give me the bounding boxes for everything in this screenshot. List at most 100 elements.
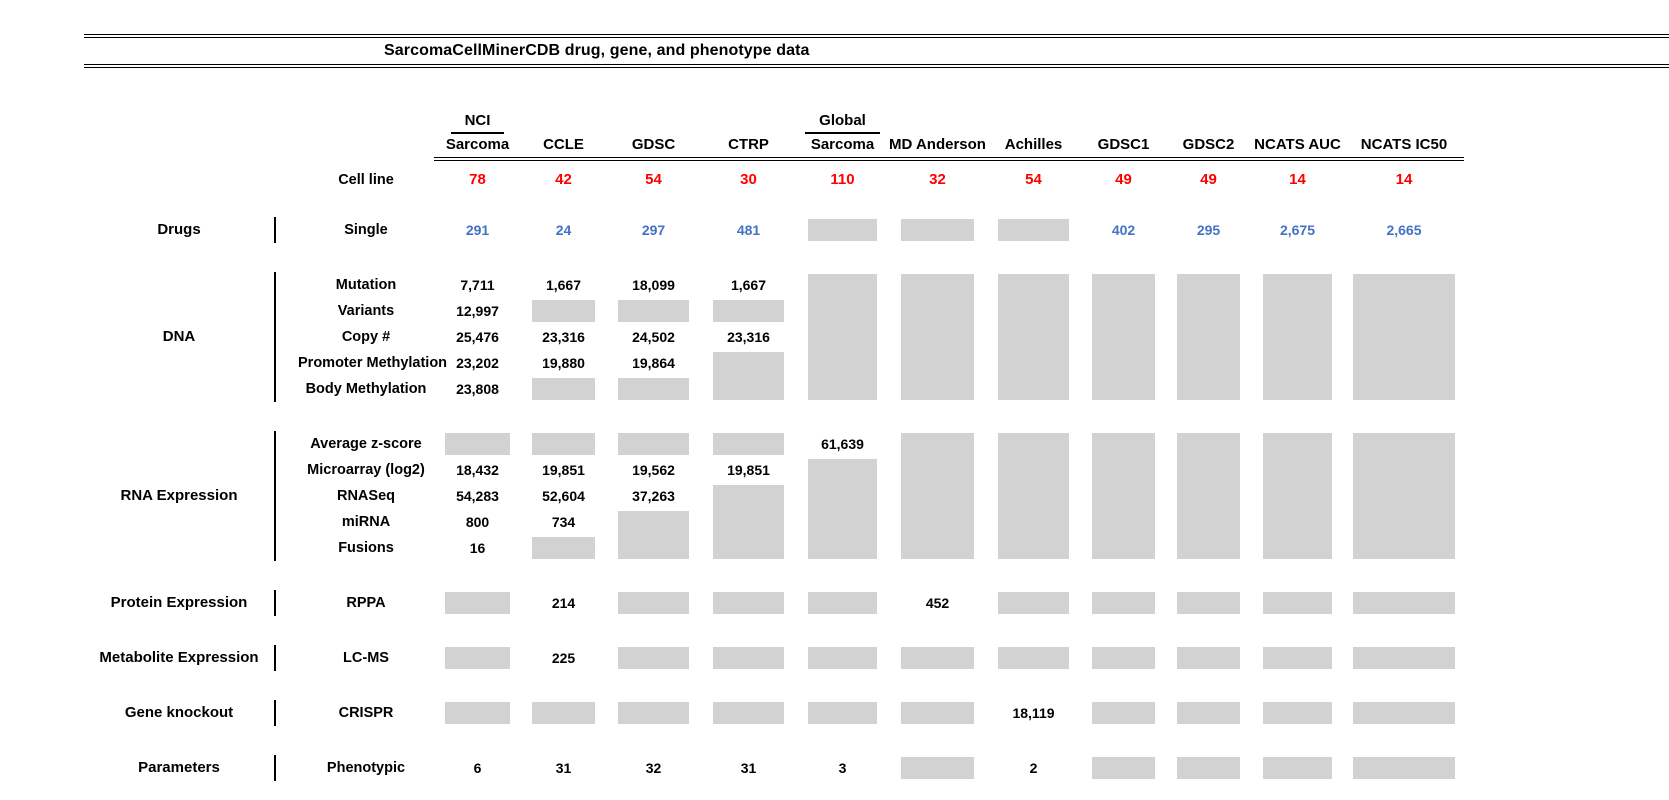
no-data-block-gdsc (617, 299, 690, 322)
column-header-label: CTRP (728, 135, 769, 153)
header-double-rule (434, 156, 1464, 161)
category-label-gene-knockout: Gene knockout (124, 704, 234, 721)
no-data-block-ncats-auc (1262, 646, 1333, 669)
no-data-block-ncats-ic50 (1353, 756, 1455, 779)
column-header-label: Achilles (1004, 135, 1063, 153)
section-rna-expression: RNA Expression Average z-score 61,639 Micro… (84, 430, 1624, 561)
value-cell-ctrp: 1,667 (730, 276, 767, 293)
value-cell-gdsc: 18,099 (632, 276, 675, 293)
cell-line-count-md-anderson: 32 (929, 171, 946, 188)
cell-line-count-gdsc: 54 (645, 171, 662, 188)
value-cell-sarcoma: 23,202 (456, 354, 499, 371)
cell-line-count-gdsc2: 49 (1200, 171, 1217, 188)
category-separator-bar (274, 644, 276, 671)
value-cell-sarcoma: 3 (838, 759, 847, 776)
no-data-block-ncats-auc (1262, 701, 1333, 724)
column-header-ncats-auc: NCATS AUC (1251, 136, 1344, 157)
value-cell-sarcoma: 54,283 (456, 487, 499, 504)
figure-title: SarcomaCellMinerCDB drug, gene, and phen… (84, 34, 1669, 68)
cell-line-count-sarcoma: 110 (830, 171, 855, 188)
value-cell-ccle: 19,851 (542, 461, 585, 478)
no-data-block-md-anderson (901, 646, 974, 669)
no-data-block-ctrp (712, 591, 785, 614)
cell-line-count-ctrp: 30 (740, 171, 757, 188)
no-data-block-md-anderson (901, 218, 974, 241)
no-data-block-ncats-auc (1262, 756, 1333, 779)
column-header-label: NCATS IC50 (1360, 135, 1448, 153)
column-header-label: MD Anderson (889, 135, 986, 153)
value-cell-gdsc: 37,263 (632, 487, 675, 504)
column-header-row: NCI Sarcoma CCLE GDSC CTRP Global Sarcoma MD An… (84, 112, 1624, 161)
value-cell-sarcoma: 7,711 (460, 276, 495, 293)
value-cell-gdsc: 297 (641, 221, 666, 238)
category-separator-bar (274, 271, 276, 402)
column-header-global-sarcoma: Global Sarcoma (796, 112, 889, 157)
value-cell-sarcoma: 16 (469, 539, 486, 556)
value-cell-gdsc: 24,502 (632, 328, 675, 345)
no-data-block-gdsc1 (1091, 646, 1156, 669)
section-dna: DNA Mutation 7,711 1,667 18,099 1,667 Variants… (84, 271, 1624, 402)
category-separator-bar (274, 430, 276, 561)
category-label-protein-expression: Protein Expression (110, 594, 248, 611)
row-label-mirna: miRNA (341, 513, 391, 530)
value-cell-gdsc: 19,864 (632, 354, 675, 371)
category-label-metabolite-expression: Metabolite Expression (99, 649, 259, 666)
no-data-block-md-anderson (901, 432, 974, 559)
no-data-block-sarcoma (444, 701, 511, 724)
value-cell-sarcoma: 800 (465, 513, 490, 530)
section-gene-knockout: Gene knockout CRISPR 18,119 (84, 699, 1624, 726)
no-data-block-ncats-auc (1262, 432, 1333, 559)
no-data-block-md-anderson (901, 701, 974, 724)
column-header-achilles: Achilles (986, 136, 1081, 157)
no-data-block-ccle (531, 299, 596, 322)
row-label-microarray-log2-: Microarray (log2) (307, 461, 425, 478)
no-data-block-sarcoma (444, 591, 511, 614)
no-data-block-ncats-auc (1262, 591, 1333, 614)
no-data-block-gdsc2 (1176, 646, 1241, 669)
no-data-block-gdsc2 (1176, 591, 1241, 614)
column-header-label: GDSC (631, 135, 676, 153)
no-data-block-ncats-ic50 (1353, 701, 1455, 724)
value-cell-ccle: 24 (555, 221, 572, 238)
value-cell-ccle: 23,316 (542, 328, 585, 345)
section-parameters: Parameters Phenotypic 6 31 32 31 3 2 (84, 754, 1624, 781)
cell-line-count-ncats-ic50: 14 (1395, 171, 1413, 188)
column-header-gdsc1: GDSC1 (1081, 136, 1166, 157)
cell-line-count-ccle: 42 (555, 171, 572, 188)
data-sections: Drugs Single 291 24 297 481 402 295 2,675 2,665 DN… (84, 216, 1624, 781)
value-cell-sarcoma: 291 (465, 221, 490, 238)
no-data-block-ccle (531, 536, 596, 559)
value-cell-sarcoma: 6 (473, 759, 482, 776)
value-cell-achilles: 18,119 (1012, 704, 1055, 721)
row-label-variants: Variants (337, 302, 395, 319)
value-cell-ctrp: 23,316 (727, 328, 770, 345)
category-separator-bar (274, 699, 276, 726)
column-header-gdsc: GDSC (606, 136, 701, 157)
column-header-label: NCATS AUC (1254, 135, 1341, 153)
row-label-mutation: Mutation (335, 276, 397, 293)
category-separator-bar (274, 216, 276, 243)
category-label-drugs: Drugs (157, 221, 201, 238)
column-header-label: Sarcoma (810, 135, 875, 153)
value-cell-ctrp: 19,851 (727, 461, 770, 478)
cell-line-label: Cell line (338, 171, 394, 188)
value-cell-ccle: 1,667 (545, 276, 582, 293)
column-header-label: GDSC1 (1097, 135, 1150, 153)
no-data-block-gdsc1 (1091, 701, 1156, 724)
value-cell-achilles: 2 (1029, 759, 1038, 776)
row-label-crispr: CRISPR (338, 704, 394, 721)
value-cell-ctrp: 31 (740, 759, 757, 776)
no-data-block-achilles (997, 273, 1070, 400)
row-label-fusions: Fusions (338, 539, 394, 556)
column-header-label: GDSC2 (1182, 135, 1235, 153)
column-header-ccle: CCLE (521, 136, 606, 157)
row-label-average-z-score: Average z-score (310, 435, 422, 452)
value-cell-ccle: 19,880 (542, 354, 585, 371)
no-data-block-gdsc2 (1176, 273, 1241, 400)
value-cell-gdsc2: 295 (1196, 221, 1221, 238)
no-data-block-md-anderson (901, 273, 974, 400)
no-data-block-ctrp (712, 299, 785, 322)
cell-line-count-achilles: 54 (1025, 171, 1042, 188)
row-label-promoter-methylation: Promoter Methylation (298, 354, 448, 371)
column-header-top: Global (805, 112, 880, 134)
